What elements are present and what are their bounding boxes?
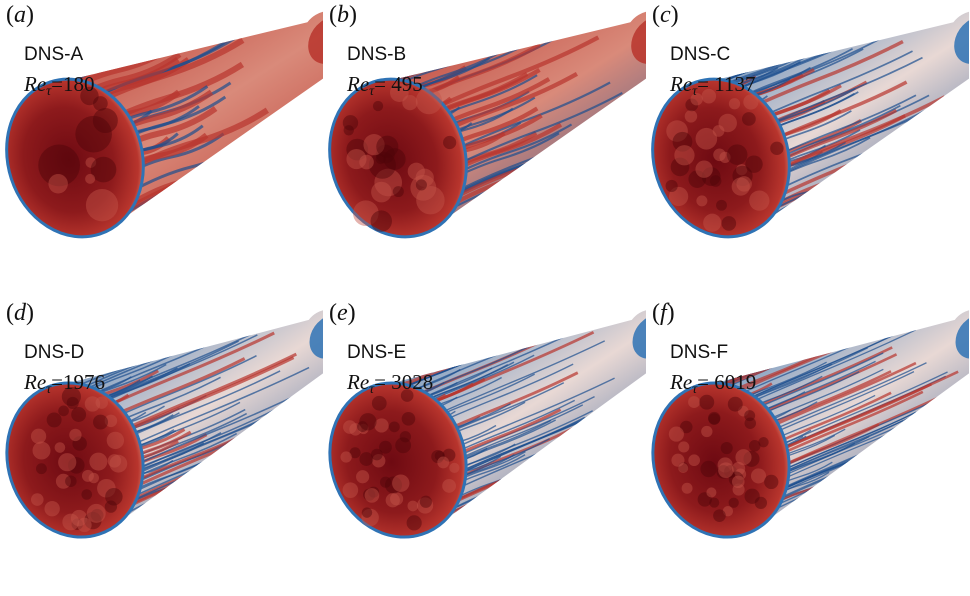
re-subscript: τ: [692, 84, 698, 99]
cross-section-eddies: [342, 83, 457, 232]
re-symbol: Re: [24, 370, 47, 394]
pipe-end-cap: [954, 16, 969, 64]
case-name: DNS-A: [24, 44, 84, 65]
pipe-visualization: [328, 309, 646, 539]
re-value: = 3028: [374, 370, 434, 394]
pipe-visualization: [5, 309, 323, 539]
re-value: =1976: [51, 370, 106, 394]
re-symbol: Re: [670, 370, 693, 394]
panel-letter: f: [660, 300, 667, 326]
cross-section-face: [328, 381, 468, 539]
cross-section-face: [5, 77, 145, 239]
re-subscript: τ: [369, 382, 375, 397]
case-name: DNS-F: [670, 342, 729, 363]
re-value: = 1137: [697, 72, 756, 96]
re-value: = 495: [374, 72, 423, 96]
panel-b: (b) DNS-B Reτ= 495: [323, 0, 646, 298]
reynolds-number: Reτ=1976: [24, 370, 105, 398]
panel-d: (d) DNS-D Reτ=1976: [0, 298, 323, 596]
re-subscript: τ: [369, 84, 375, 99]
pipe-visualization: [5, 10, 323, 239]
pipe-end-cap: [631, 16, 646, 64]
reynolds-number: Reτ=180: [24, 72, 95, 100]
panel-letter: a: [14, 2, 26, 28]
re-value: = 6019: [697, 370, 757, 394]
panel-label: (f): [652, 300, 675, 326]
case-name: DNS-C: [670, 44, 731, 65]
re-symbol: Re: [670, 72, 693, 96]
pipe-end-cap: [309, 314, 323, 359]
reynolds-number: Reτ= 495: [347, 72, 423, 100]
panel-letter: e: [337, 300, 348, 326]
re-value: =180: [51, 72, 95, 96]
cross-section-eddies: [665, 88, 784, 232]
reynolds-number: Reτ= 6019: [670, 370, 756, 398]
panel-letter: b: [337, 2, 349, 28]
cross-section-eddies: [340, 389, 460, 531]
cross-section-eddies: [38, 86, 119, 222]
panel-e: (e) DNS-E Reτ= 3028: [323, 298, 646, 596]
panel-label: (d): [6, 300, 34, 326]
pipe-end-cap: [955, 314, 969, 359]
re-symbol: Re: [347, 72, 370, 96]
panel-f: (f) DNS-F Reτ= 6019: [646, 298, 969, 596]
reynolds-number: Reτ= 1137: [670, 72, 756, 100]
case-name: DNS-B: [347, 44, 407, 65]
re-symbol: Re: [347, 370, 370, 394]
pipe-visualization: [651, 309, 969, 539]
case-name: DNS-E: [347, 342, 407, 363]
panel-c: (c) DNS-C Reτ= 1137: [646, 0, 969, 298]
panel-label: (e): [329, 300, 356, 326]
panel-letter: d: [14, 300, 26, 326]
reynolds-number: Reτ= 3028: [347, 370, 433, 398]
panel-a: (a) DNS-A Reτ=180: [0, 0, 323, 298]
panel-label: (b): [329, 2, 357, 28]
cross-section-face: [328, 77, 468, 239]
re-subscript: τ: [46, 382, 52, 397]
pipe-visualization: [651, 10, 969, 239]
pipe-end-cap: [632, 314, 646, 359]
pipe-end-cap: [308, 16, 323, 64]
pipe-visualization: [328, 10, 646, 239]
re-subscript: τ: [46, 84, 52, 99]
panel-label: (a): [6, 2, 34, 28]
cross-section-face: [651, 77, 791, 239]
re-symbol: Re: [24, 72, 47, 96]
re-subscript: τ: [692, 382, 698, 397]
panel-label: (c): [652, 2, 679, 28]
case-name: DNS-D: [24, 342, 85, 363]
cross-section-eddies: [668, 394, 779, 522]
cross-section-face: [651, 381, 791, 539]
cross-section-eddies: [30, 386, 128, 533]
panel-letter: c: [660, 2, 671, 28]
cross-section-face: [5, 381, 145, 539]
